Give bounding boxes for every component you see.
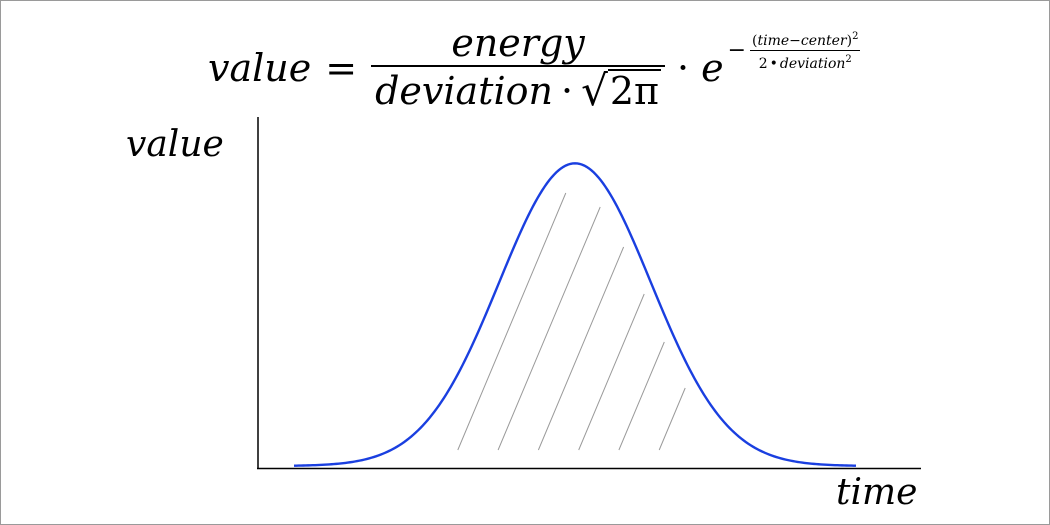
hatch-line bbox=[497, 206, 601, 451]
formula-multiply-dot: · bbox=[676, 46, 690, 90]
exponent-fraction-bar bbox=[750, 49, 861, 51]
exponent-numerator: (time−center)2 bbox=[750, 28, 860, 50]
exp-den-coef: 2 bbox=[758, 55, 768, 72]
formula-fraction-bar bbox=[371, 65, 665, 67]
formula-denominator-var: deviation bbox=[375, 69, 553, 113]
hatch-line bbox=[457, 192, 567, 451]
y-axis-label: value bbox=[126, 124, 224, 165]
formula-denominator-dot: · bbox=[560, 69, 574, 113]
exp-den-dot: • bbox=[769, 55, 778, 72]
hatch-group bbox=[457, 192, 686, 451]
formula-sqrt: √ 2π bbox=[581, 69, 661, 113]
formula-numerator: energy bbox=[451, 21, 585, 65]
formula-exp-base: e bbox=[701, 46, 724, 90]
hatch-line bbox=[658, 387, 686, 451]
hatch-line bbox=[537, 246, 625, 451]
exponent-fraction: (time−center)2 2 • deviation2 bbox=[750, 28, 861, 73]
sqrt-radicand: 2π bbox=[607, 69, 661, 113]
exp-num-body: time−center bbox=[757, 32, 847, 49]
exp-den-power: 2 bbox=[845, 53, 852, 65]
x-axis-label: time bbox=[836, 472, 918, 513]
gaussian-curve bbox=[293, 162, 857, 467]
exp-den-var: deviation bbox=[779, 55, 846, 72]
exp-num-power: 2 bbox=[852, 30, 859, 42]
exponent-minus: − bbox=[727, 37, 747, 63]
gaussian-formula: value = energy deviation · √ 2π · e − (t… bbox=[208, 18, 861, 118]
formula-main-fraction: energy deviation · √ 2π bbox=[371, 21, 665, 115]
hatch-line bbox=[578, 293, 645, 451]
sqrt-radical-sign: √ bbox=[581, 66, 608, 115]
formula-equals: = bbox=[325, 46, 358, 90]
formula-denominator: deviation · √ 2π bbox=[371, 67, 665, 115]
formula-exponent: − (time−center)2 2 • deviation2 bbox=[728, 28, 861, 73]
exp-open-paren: ( bbox=[752, 32, 758, 49]
exponent-denominator: 2 • deviation2 bbox=[757, 51, 854, 73]
formula-lhs: value bbox=[208, 46, 312, 90]
hatch-line bbox=[618, 341, 665, 451]
exp-close-paren: ) bbox=[846, 32, 853, 49]
